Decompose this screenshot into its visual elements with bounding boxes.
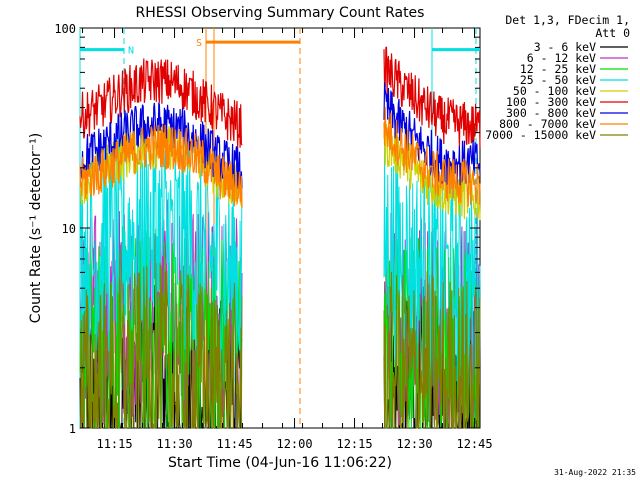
series-line-3-segment-1 bbox=[383, 143, 481, 398]
series-line-8-segment-1 bbox=[383, 271, 481, 429]
y-axis-label: Count Rate (s⁻¹ detector⁻¹) bbox=[28, 133, 44, 323]
series-line-7-segment-0 bbox=[79, 124, 243, 208]
chart-title: RHESSI Observing Summary Count Rates bbox=[136, 5, 425, 21]
x-axis-label: Start Time (04-Jun-16 11:06:22) bbox=[168, 455, 392, 471]
flag-label-N: N bbox=[128, 46, 134, 57]
legend-label-3: 25 - 50 keV bbox=[520, 73, 596, 87]
axes-group: 1 10 100 11:15 11:30 11:45 12:00 12:15 12:30 12:4… bbox=[54, 22, 492, 451]
x-tick-label-11:45: 11:45 bbox=[216, 437, 252, 451]
x-tick-label-11:15: 11:15 bbox=[96, 437, 132, 451]
series-line-4-segment-1 bbox=[383, 120, 481, 221]
x-tick-label-12:00: 12:00 bbox=[276, 437, 312, 451]
x-tick-label-12:15: 12:15 bbox=[336, 437, 372, 451]
flag-label-S: S bbox=[196, 38, 202, 49]
x-tick-label-12:45: 12:45 bbox=[456, 437, 492, 451]
x-tick-label-12:30: 12:30 bbox=[396, 437, 432, 451]
legend-header-line-2: Att 0 bbox=[595, 26, 630, 40]
y-tick-label-10: 10 bbox=[62, 222, 76, 236]
legend-label-7: 800 - 7000 keV bbox=[499, 117, 596, 131]
legend-label-2: 12 - 25 keV bbox=[520, 62, 596, 76]
series-line-3-segment-0 bbox=[79, 124, 243, 383]
series-line-5-segment-1 bbox=[383, 46, 481, 149]
legend-header-line-1: Det 1,3, FDecim 1, bbox=[505, 13, 630, 27]
legend-label-1: 6 - 12 keV bbox=[527, 51, 596, 65]
legend-label-4: 50 - 100 keV bbox=[513, 84, 596, 98]
legend-label-5: 100 - 300 keV bbox=[506, 95, 596, 109]
series-line-7-segment-1 bbox=[383, 106, 481, 207]
legend-label-0: 3 - 6 keV bbox=[534, 40, 596, 54]
series-line-5-segment-0 bbox=[79, 58, 243, 149]
series-line-8-segment-0 bbox=[80, 263, 243, 429]
footer-timestamp: 31-Aug-2022 21:35 bbox=[554, 468, 636, 477]
series-line-6-segment-0 bbox=[79, 102, 243, 191]
legend-label-6: 300 - 800 keV bbox=[506, 106, 596, 120]
legend-label-8: 7000 - 15000 keV bbox=[485, 128, 596, 142]
x-tick-label-11:30: 11:30 bbox=[156, 437, 192, 451]
series-group bbox=[79, 46, 481, 429]
flag-bars: NS bbox=[80, 38, 480, 57]
y-tick-label-1: 1 bbox=[69, 422, 76, 436]
y-tick-label-100: 100 bbox=[54, 22, 76, 36]
